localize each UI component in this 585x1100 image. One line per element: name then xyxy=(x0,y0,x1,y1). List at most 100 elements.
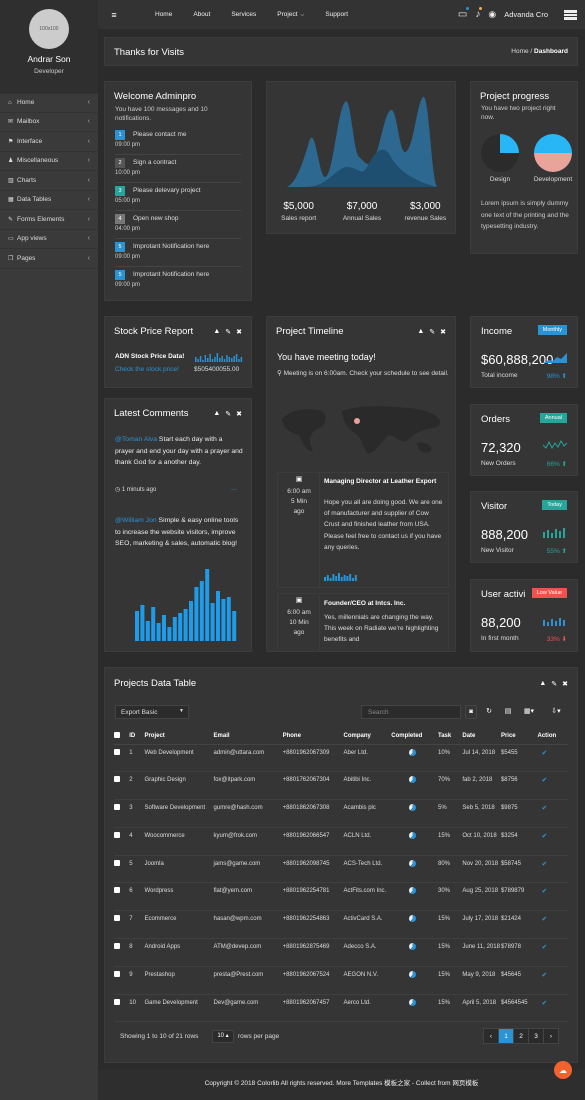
col-company[interactable]: Company xyxy=(343,728,392,745)
row-checkbox[interactable] xyxy=(114,748,120,755)
row-select[interactable] xyxy=(114,827,130,856)
notification-item[interactable]: 2 Sign a contract 10:00 pm xyxy=(115,154,241,182)
page-button[interactable]: 3 xyxy=(528,1028,544,1044)
table-row[interactable]: 9 Prestashop presta@Prest.com +880196206… xyxy=(114,966,568,995)
notification-item[interactable]: 4 Open new shop 04:00 pm xyxy=(115,210,241,238)
per-page-select[interactable]: 10 ▴ xyxy=(212,1030,234,1043)
nav-link-project[interactable]: Project ⌵ xyxy=(277,11,304,18)
cell-action[interactable]: ✔ xyxy=(537,938,568,967)
collapse-icon[interactable]: ▲ xyxy=(539,680,547,687)
check-icon[interactable]: ✔ xyxy=(541,832,548,840)
check-icon[interactable]: ✔ xyxy=(541,777,548,785)
col-project[interactable]: Project xyxy=(144,728,214,745)
user-name[interactable]: Advanda Cro xyxy=(504,10,548,19)
chat-icon[interactable]: ☁ xyxy=(554,1061,572,1079)
row-select[interactable] xyxy=(114,799,130,828)
wrench-icon[interactable]: ✎ xyxy=(225,410,232,418)
check-icon[interactable]: ✔ xyxy=(541,971,548,979)
col-task[interactable]: Task xyxy=(437,728,463,745)
sidebar-item-pages[interactable]: ❐ Pages ‹ xyxy=(0,249,98,269)
nav-link-home[interactable]: Home xyxy=(155,11,173,18)
row-checkbox[interactable] xyxy=(114,887,120,894)
row-checkbox[interactable] xyxy=(114,915,120,922)
table-row[interactable]: 5 Joomla jams@game.com +8801962098745 AC… xyxy=(114,855,568,884)
notification-item[interactable]: 5 Improtant Notification here 09:00 pm xyxy=(115,238,241,266)
page-button[interactable]: › xyxy=(543,1028,559,1044)
cell-action[interactable]: ✔ xyxy=(537,744,568,773)
col-action[interactable]: Action xyxy=(537,728,568,745)
comment-2-user[interactable]: @William Jon xyxy=(115,517,157,524)
export-select[interactable]: Export Basic ▼ xyxy=(115,705,189,719)
check-icon[interactable]: ✔ xyxy=(541,999,548,1007)
row-checkbox[interactable] xyxy=(114,831,120,838)
row-select[interactable] xyxy=(114,744,130,773)
nav-link-support[interactable]: Support xyxy=(325,11,349,18)
message-icon[interactable]: ▭ xyxy=(457,7,470,20)
check-icon[interactable]: ✔ xyxy=(541,916,548,924)
table-row[interactable]: 6 Wordpress flat@yem.com +8801962254781 … xyxy=(114,882,568,912)
row-select[interactable] xyxy=(114,882,130,912)
sidebar-item-data-tables[interactable]: ▦ Data Tables ‹ xyxy=(0,191,98,210)
download-icon[interactable]: ⇩▾ xyxy=(551,708,561,715)
check-icon[interactable]: ✔ xyxy=(541,860,548,868)
close-icon[interactable]: ✖ xyxy=(236,410,242,418)
col-phone[interactable]: Phone xyxy=(282,728,344,745)
toggle-icon[interactable]: ◙ xyxy=(465,705,477,719)
collapse-icon[interactable]: ▲ xyxy=(213,328,221,335)
notification-item[interactable]: 1 Please contact me 09:00 pm xyxy=(115,127,241,154)
cell-action[interactable]: ✔ xyxy=(537,799,568,828)
row-checkbox[interactable] xyxy=(114,998,120,1005)
table-row[interactable]: 1 Web Development admin@uttara.com +8801… xyxy=(114,744,568,773)
sidebar-item-mailbox[interactable]: ✉ Mailbox ‹ xyxy=(0,113,98,132)
row-select[interactable] xyxy=(114,938,130,967)
row-select[interactable] xyxy=(114,994,130,1023)
check-icon[interactable]: ✔ xyxy=(541,888,548,896)
page-button[interactable]: 1 xyxy=(498,1028,514,1044)
comment-1-more[interactable]: ... xyxy=(231,485,237,492)
user-icon[interactable]: ◉ xyxy=(488,9,497,19)
cell-action[interactable]: ✔ xyxy=(537,966,568,995)
cell-action[interactable]: ✔ xyxy=(537,882,568,912)
sidebar-item-app-views[interactable]: ▭ App views ‹ xyxy=(0,230,98,249)
page-button[interactable]: 2 xyxy=(513,1028,529,1044)
table-row[interactable]: 10 Game Development Dev@game.com +880196… xyxy=(114,994,568,1023)
sidebar-item-home[interactable]: ⌂ Home ‹ xyxy=(0,93,98,113)
row-checkbox[interactable] xyxy=(114,970,120,977)
cell-action[interactable]: ✔ xyxy=(537,994,568,1023)
nav-link-about[interactable]: About xyxy=(193,11,211,18)
close-icon[interactable]: ✖ xyxy=(236,328,242,336)
list-view-icon[interactable]: ▤ xyxy=(504,708,512,715)
check-icon[interactable]: ✔ xyxy=(541,749,548,757)
sidebar-item-forms-elements[interactable]: ✎ Forms Elements ‹ xyxy=(0,210,98,230)
row-checkbox[interactable] xyxy=(114,943,120,950)
col-id[interactable]: ID xyxy=(129,728,145,745)
grid-icon[interactable] xyxy=(564,9,577,20)
close-icon[interactable]: ✖ xyxy=(562,680,568,688)
wrench-icon[interactable]: ✎ xyxy=(429,328,436,336)
bell-icon[interactable]: ♪ xyxy=(475,7,483,20)
row-select[interactable] xyxy=(114,910,130,940)
table-row[interactable]: 8 Android Apps ATM@devep.com +8801962875… xyxy=(114,938,568,967)
page-button[interactable]: ‹ xyxy=(483,1028,499,1044)
breadcrumb-home[interactable]: Home xyxy=(511,48,529,55)
stock-link[interactable]: Check the stock price! xyxy=(115,366,179,373)
col-completed[interactable]: Completed xyxy=(391,728,438,745)
collapse-icon[interactable]: ▲ xyxy=(417,328,425,335)
row-select[interactable] xyxy=(114,771,130,801)
notification-item[interactable]: 5 Improtant Notification here 09:00 pm xyxy=(115,266,241,294)
row-select[interactable] xyxy=(114,966,130,995)
cell-action[interactable]: ✔ xyxy=(537,827,568,856)
cell-action[interactable]: ✔ xyxy=(537,771,568,801)
search-input[interactable]: Search xyxy=(361,705,461,719)
cell-action[interactable]: ✔ xyxy=(537,910,568,940)
refresh-icon[interactable]: ↻ xyxy=(486,708,492,715)
menu-icon[interactable]: ≡ xyxy=(111,9,117,20)
table-row[interactable]: 4 Woocommerce kyum@frok.com +88019620665… xyxy=(114,827,568,856)
sidebar-item-miscellaneous[interactable]: ♟ Miscellaneous ‹ xyxy=(0,152,98,171)
cell-action[interactable]: ✔ xyxy=(537,855,568,884)
select-all-header[interactable] xyxy=(114,728,130,745)
sidebar-item-interface[interactable]: ⚑ Interface ‹ xyxy=(0,132,98,152)
nav-link-services[interactable]: Services xyxy=(231,11,257,18)
table-row[interactable]: 3 Software Development gumre@hash.com +8… xyxy=(114,799,568,828)
row-checkbox[interactable] xyxy=(114,859,120,866)
